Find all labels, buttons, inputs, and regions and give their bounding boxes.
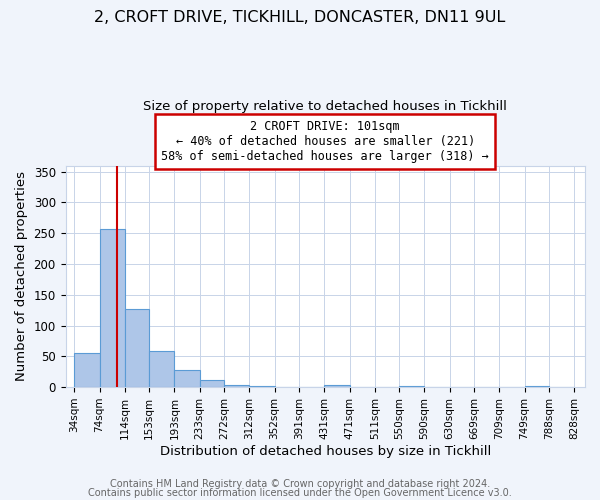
Bar xyxy=(325,386,350,387)
Bar xyxy=(100,229,125,387)
Bar xyxy=(125,309,149,387)
Bar xyxy=(200,380,224,387)
Text: Contains public sector information licensed under the Open Government Licence v3: Contains public sector information licen… xyxy=(88,488,512,498)
Bar xyxy=(399,386,424,387)
Bar xyxy=(74,354,100,387)
X-axis label: Distribution of detached houses by size in Tickhill: Distribution of detached houses by size … xyxy=(160,444,491,458)
Text: 2, CROFT DRIVE, TICKHILL, DONCASTER, DN11 9UL: 2, CROFT DRIVE, TICKHILL, DONCASTER, DN1… xyxy=(94,10,506,25)
Text: Contains HM Land Registry data © Crown copyright and database right 2024.: Contains HM Land Registry data © Crown c… xyxy=(110,479,490,489)
Bar xyxy=(524,386,549,387)
Bar xyxy=(250,386,275,387)
Bar xyxy=(224,384,250,387)
Y-axis label: Number of detached properties: Number of detached properties xyxy=(15,172,28,382)
Bar xyxy=(149,352,175,387)
Bar xyxy=(175,370,200,387)
Text: 2 CROFT DRIVE: 101sqm
← 40% of detached houses are smaller (221)
58% of semi-det: 2 CROFT DRIVE: 101sqm ← 40% of detached … xyxy=(161,120,489,164)
Title: Size of property relative to detached houses in Tickhill: Size of property relative to detached ho… xyxy=(143,100,507,113)
